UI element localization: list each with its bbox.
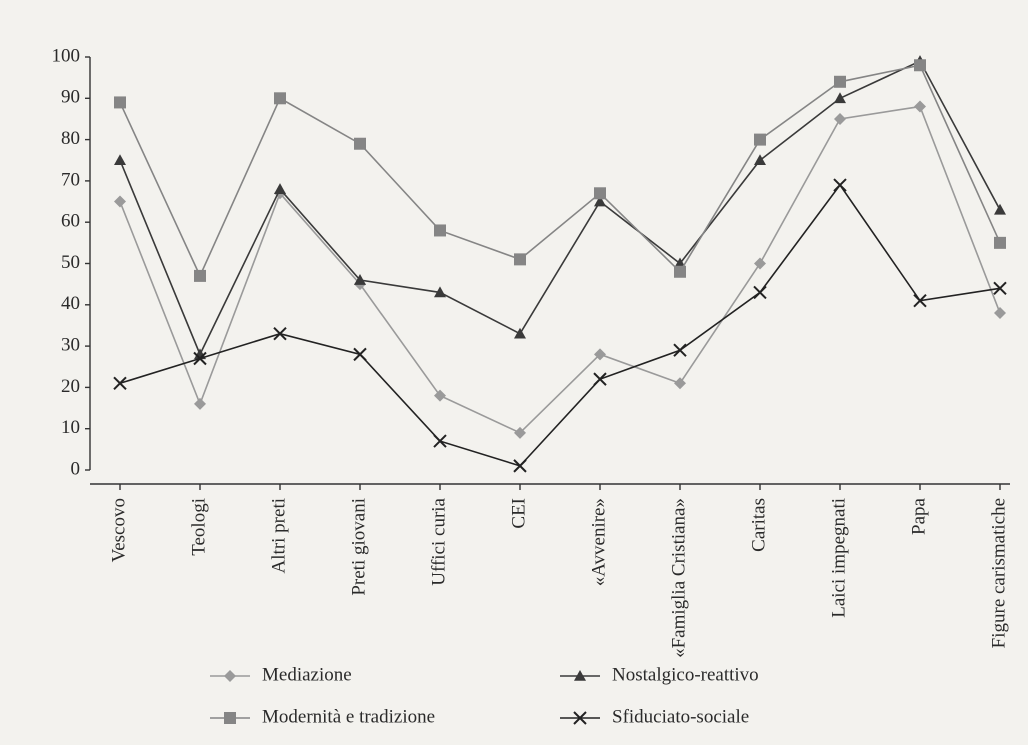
series-line <box>119 183 1001 467</box>
y-tick-label: 70 <box>61 169 80 190</box>
y-tick-label: 30 <box>61 334 80 355</box>
marker <box>994 203 1006 215</box>
marker <box>354 137 366 150</box>
marker <box>514 327 526 339</box>
x-tick-label: Figure carismatiche <box>988 498 1009 648</box>
marker <box>674 377 686 390</box>
marker <box>513 459 527 473</box>
x-tick-label: Uffici curia <box>428 497 449 585</box>
marker <box>353 347 367 362</box>
marker <box>834 112 846 125</box>
marker <box>594 195 606 207</box>
y-tick-label: 60 <box>61 211 80 232</box>
marker <box>194 269 206 282</box>
x-tick-label: «Famiglia Cristiana» <box>668 498 689 658</box>
marker <box>354 274 366 285</box>
marker <box>593 372 607 386</box>
marker <box>833 178 847 192</box>
marker <box>754 133 766 146</box>
marker <box>913 293 927 308</box>
series-line <box>119 60 1001 357</box>
legend-label: Sfiduciato-sociale <box>612 706 749 727</box>
x-tick-label: CEI <box>508 498 529 529</box>
marker <box>994 236 1006 249</box>
marker <box>834 75 846 88</box>
marker <box>673 343 687 357</box>
marker <box>434 224 446 237</box>
marker <box>914 59 926 72</box>
y-tick-label: 0 <box>71 458 81 479</box>
legend-label: Nostalgico-reattivo <box>612 664 759 685</box>
marker <box>434 286 446 298</box>
marker <box>273 327 287 341</box>
marker <box>224 670 236 682</box>
marker <box>433 434 447 448</box>
marker <box>674 265 686 278</box>
marker <box>194 397 206 410</box>
x-tick-label: Vescovo <box>108 498 129 562</box>
legend-label: Mediazione <box>262 664 352 685</box>
marker <box>113 376 127 390</box>
marker <box>514 426 526 439</box>
marker <box>594 348 606 361</box>
marker <box>114 195 126 208</box>
marker <box>754 154 766 166</box>
marker <box>754 257 766 270</box>
marker <box>594 187 606 200</box>
y-tick-label: 40 <box>61 293 80 314</box>
y-tick-label: 100 <box>52 45 81 66</box>
marker <box>224 712 236 724</box>
marker <box>573 711 587 725</box>
x-tick-label: Teologi <box>188 498 209 556</box>
x-tick-label: Preti giovani <box>348 498 369 596</box>
marker <box>993 281 1007 295</box>
y-tick-label: 50 <box>61 252 80 273</box>
marker <box>574 670 586 681</box>
x-tick-label: «Avvenire» <box>588 498 609 586</box>
marker <box>994 307 1006 320</box>
legend-label: Modernità e tradizione <box>262 706 435 727</box>
marker <box>193 351 207 366</box>
marker <box>434 389 446 402</box>
y-tick-label: 20 <box>61 376 80 397</box>
marker <box>514 253 526 266</box>
x-tick-label: Altri preti <box>268 498 289 573</box>
y-tick-label: 90 <box>61 87 80 108</box>
series-line <box>119 105 1001 434</box>
marker <box>114 96 126 109</box>
marker <box>114 154 126 166</box>
marker <box>753 285 767 300</box>
marker <box>834 92 846 104</box>
series-line <box>119 64 1001 278</box>
y-tick-label: 80 <box>61 128 80 149</box>
marker <box>274 183 286 194</box>
x-tick-label: Papa <box>908 497 929 535</box>
marker <box>274 92 286 105</box>
y-tick-label: 10 <box>61 417 80 438</box>
x-tick-label: Caritas <box>748 498 769 552</box>
marker <box>914 100 926 113</box>
x-tick-label: Laici impegnati <box>828 498 849 618</box>
